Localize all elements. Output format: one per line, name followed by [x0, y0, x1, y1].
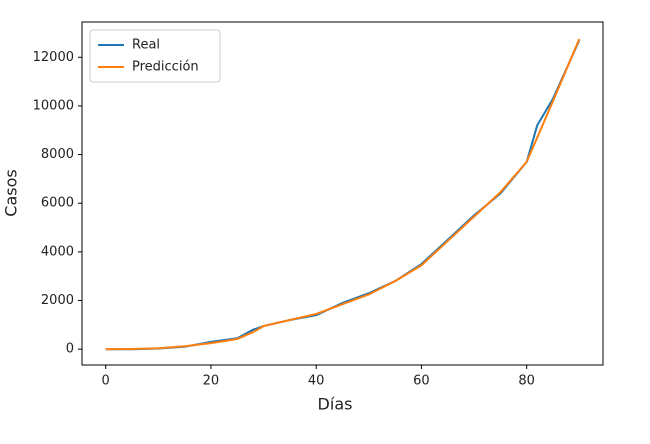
x-tick-label: 0 [102, 374, 110, 389]
y-tick-label: 12000 [33, 50, 74, 65]
x-axis-label: Días [318, 395, 353, 414]
y-tick-label: 0 [66, 342, 74, 357]
x-tick-label: 80 [518, 374, 535, 389]
line-series [105, 38, 581, 351]
y-tick-label: 2000 [41, 293, 74, 308]
x-tick-label: 60 [413, 374, 430, 389]
x-tick-label: 20 [203, 374, 220, 389]
line-series [105, 39, 581, 351]
y-tick-label: 10000 [33, 98, 74, 113]
legend-box [89, 29, 221, 83]
legend-label: Predicción [132, 60, 199, 75]
y-tick-label: 6000 [41, 196, 74, 211]
x-tick-label: 40 [308, 374, 325, 389]
legend-label: Real [132, 38, 160, 53]
plot-frame [81, 21, 604, 366]
y-tick-label: 8000 [41, 147, 74, 162]
y-axis-label: Casos [2, 169, 21, 216]
y-tick-label: 4000 [41, 244, 74, 259]
